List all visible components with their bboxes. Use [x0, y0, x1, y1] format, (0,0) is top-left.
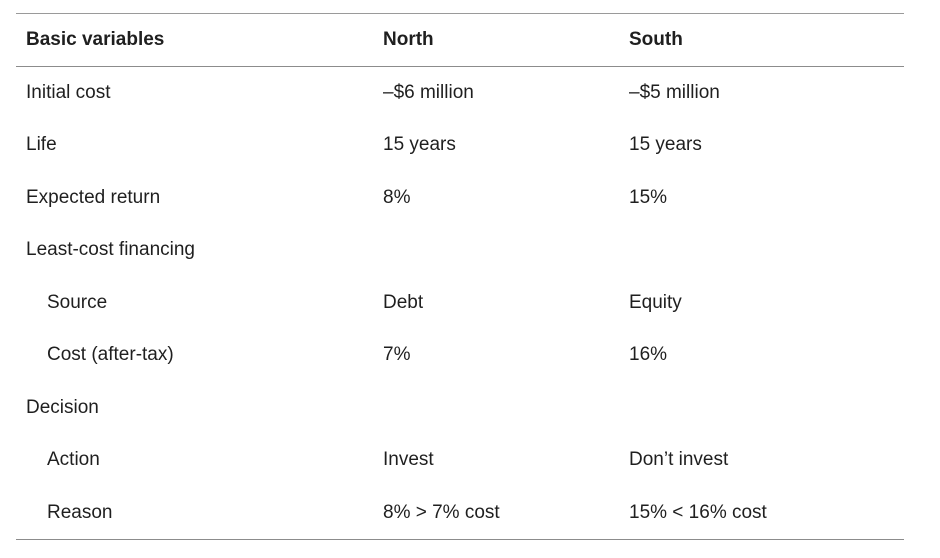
table-header-row: Basic variables North South [16, 13, 904, 67]
table-row: Source Debt Equity [16, 277, 904, 330]
south-value [619, 224, 904, 277]
header-south: South [629, 29, 683, 50]
row-label: Cost (after-tax) [47, 344, 174, 366]
south-value: 15% [629, 186, 668, 208]
row-label: Initial cost [26, 82, 111, 103]
north-value [373, 224, 619, 277]
north-value: Invest [383, 449, 434, 471]
south-value: Don’t invest [629, 449, 729, 471]
south-value: 15 years [629, 134, 702, 156]
table-row: Initial cost –$6 million –$5 million [16, 67, 904, 120]
section-label: Decision [26, 396, 99, 418]
table-row: Decision [16, 382, 904, 435]
south-value: 16% [629, 344, 668, 366]
north-value [373, 382, 619, 435]
south-value: –$5 million [629, 82, 720, 103]
south-value [619, 382, 904, 435]
header-basic-variables: Basic variables [26, 29, 165, 50]
row-label: Life [26, 134, 57, 156]
row-label: Expected return [26, 186, 161, 208]
north-value: –$6 million [383, 82, 474, 103]
table-row: Cost (after-tax) 7% 16% [16, 329, 904, 382]
south-value: 15% < 16% cost [629, 501, 767, 523]
table-row: Expected return 8% 15% [16, 172, 904, 225]
section-label: Least-cost financing [26, 239, 195, 261]
south-value: Equity [629, 291, 682, 313]
row-label: Action [47, 449, 100, 471]
table-row: Life 15 years 15 years [16, 119, 904, 172]
comparison-table: Basic variables North South Initial cost… [16, 13, 904, 540]
north-value: 8% [383, 186, 411, 208]
table-row: Least-cost financing [16, 224, 904, 277]
north-value: 15 years [383, 134, 456, 156]
table-row: Action Invest Don’t invest [16, 434, 904, 487]
north-value: 7% [383, 344, 411, 366]
header-north: North [383, 29, 434, 50]
north-value: Debt [383, 291, 424, 313]
row-label: Reason [47, 501, 113, 523]
table-row: Reason 8% > 7% cost 15% < 16% cost [16, 487, 904, 539]
north-value: 8% > 7% cost [383, 501, 500, 523]
row-label: Source [47, 291, 108, 313]
comparison-table-container: Basic variables North South Initial cost… [16, 13, 904, 540]
